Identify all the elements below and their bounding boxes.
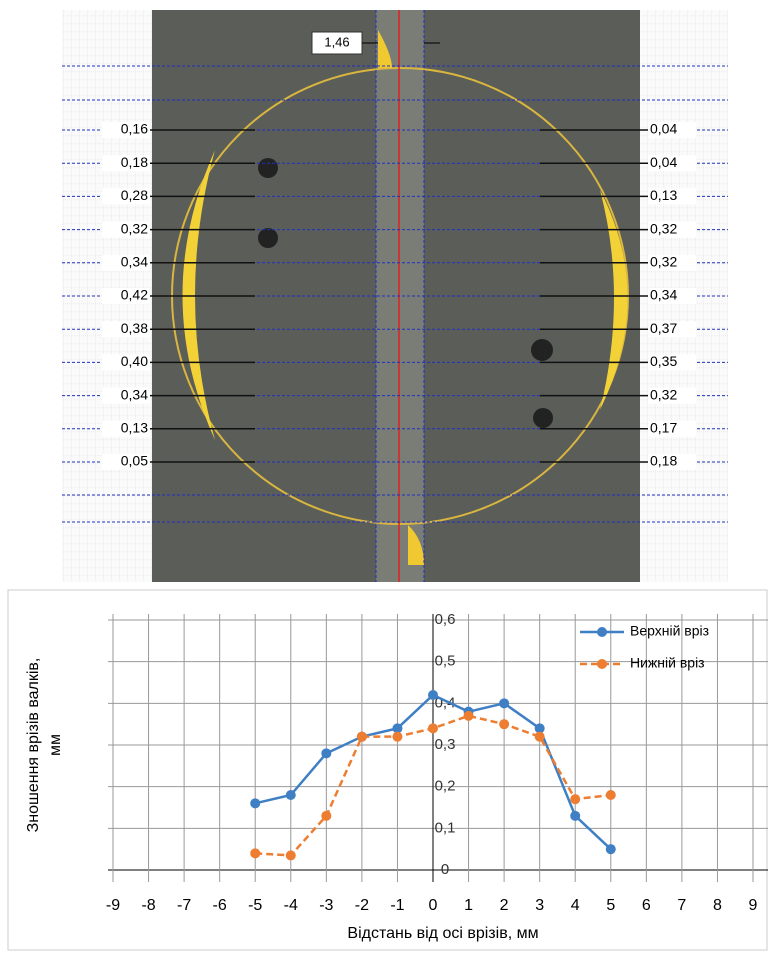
data-point — [321, 748, 331, 758]
right-wear-label: 0,32 — [650, 386, 677, 402]
x-tick-label: 4 — [571, 897, 580, 914]
y-tick-label: 0 — [441, 861, 449, 878]
left-wear-label: 0,32 — [121, 220, 148, 236]
x-tick-label: 7 — [677, 897, 686, 914]
hole — [258, 228, 278, 248]
x-tick-label: -3 — [319, 897, 333, 914]
left-wear-label: 0,34 — [121, 254, 148, 270]
hole — [258, 158, 278, 178]
right-wear-label: 0,17 — [650, 420, 677, 436]
left-wear-label: 0,13 — [121, 420, 148, 436]
x-tick-label: 1 — [464, 897, 473, 914]
right-wear-label: 0,04 — [650, 121, 677, 137]
x-tick-label: 8 — [713, 897, 722, 914]
data-point — [535, 732, 545, 742]
data-point — [606, 790, 616, 800]
y-tick-label: 0,3 — [435, 736, 456, 753]
hole — [531, 339, 553, 361]
right-wear-label: 0,34 — [650, 287, 677, 303]
left-wear-label: 0,34 — [121, 386, 148, 402]
x-tick-label: -1 — [390, 897, 404, 914]
hole — [533, 408, 553, 428]
legend-marker — [597, 659, 607, 669]
chart-frame — [8, 590, 767, 950]
data-point — [499, 698, 509, 708]
legend-label: Нижній вріз — [630, 655, 705, 671]
x-tick-label: -2 — [355, 897, 369, 914]
left-wear-label: 0,40 — [121, 353, 148, 369]
data-point — [606, 844, 616, 854]
left-wear-label: 0,28 — [121, 187, 148, 203]
x-tick-label: 2 — [500, 897, 509, 914]
data-point — [464, 711, 474, 721]
data-point — [286, 790, 296, 800]
data-point — [570, 811, 580, 821]
x-tick-label: -4 — [284, 897, 298, 914]
left-wear-label: 0,42 — [121, 287, 148, 303]
data-point — [428, 723, 438, 733]
data-point — [392, 732, 402, 742]
x-tick-label: -7 — [177, 897, 191, 914]
legend-label: Верхній вріз — [630, 623, 709, 639]
left-wear-label: 0,05 — [121, 453, 148, 469]
legend-marker — [597, 627, 607, 637]
left-wear-label: 0,16 — [121, 121, 148, 137]
x-tick-label: -5 — [248, 897, 262, 914]
page: 1,46 0,160,180,280,320,340,420,380,400,3… — [0, 0, 768, 952]
left-wear-label: 0,18 — [121, 154, 148, 170]
x-tick-label: -9 — [106, 897, 120, 914]
right-wear-label: 0,18 — [650, 453, 677, 469]
data-point — [499, 719, 509, 729]
right-wear-label: 0,04 — [650, 154, 677, 170]
data-point — [250, 848, 260, 858]
right-wear-label: 0,32 — [650, 220, 677, 236]
x-tick-label: 0 — [429, 897, 438, 914]
y-tick-label: 0,2 — [435, 778, 456, 795]
y-axis-title: Зношення врізів валків, — [25, 658, 42, 833]
data-point — [357, 732, 367, 742]
figure: 1,46 0,160,180,280,320,340,420,380,400,3… — [0, 0, 768, 952]
y-axis-title: мм — [47, 734, 64, 756]
left-wear-label: 0,38 — [121, 320, 148, 336]
width-label: 1,46 — [324, 34, 349, 49]
x-tick-label: 9 — [749, 897, 758, 914]
x-axis-title: Відстань від осі врізів, мм — [347, 925, 538, 942]
data-point — [250, 798, 260, 808]
x-tick-label: -6 — [213, 897, 227, 914]
y-tick-label: 0,5 — [435, 653, 456, 670]
y-tick-label: 0,6 — [435, 611, 456, 628]
x-tick-label: -8 — [141, 897, 155, 914]
data-point — [286, 850, 296, 860]
x-tick-label: 3 — [535, 897, 544, 914]
right-wear-label: 0,32 — [650, 254, 677, 270]
right-wear-label: 0,37 — [650, 320, 677, 336]
x-tick-label: 6 — [642, 897, 651, 914]
data-point — [570, 794, 580, 804]
data-point — [428, 690, 438, 700]
right-wear-label: 0,13 — [650, 187, 677, 203]
y-tick-label: 0,1 — [435, 819, 456, 836]
data-point — [321, 811, 331, 821]
right-wear-label: 0,35 — [650, 353, 677, 369]
x-tick-label: 5 — [606, 897, 615, 914]
